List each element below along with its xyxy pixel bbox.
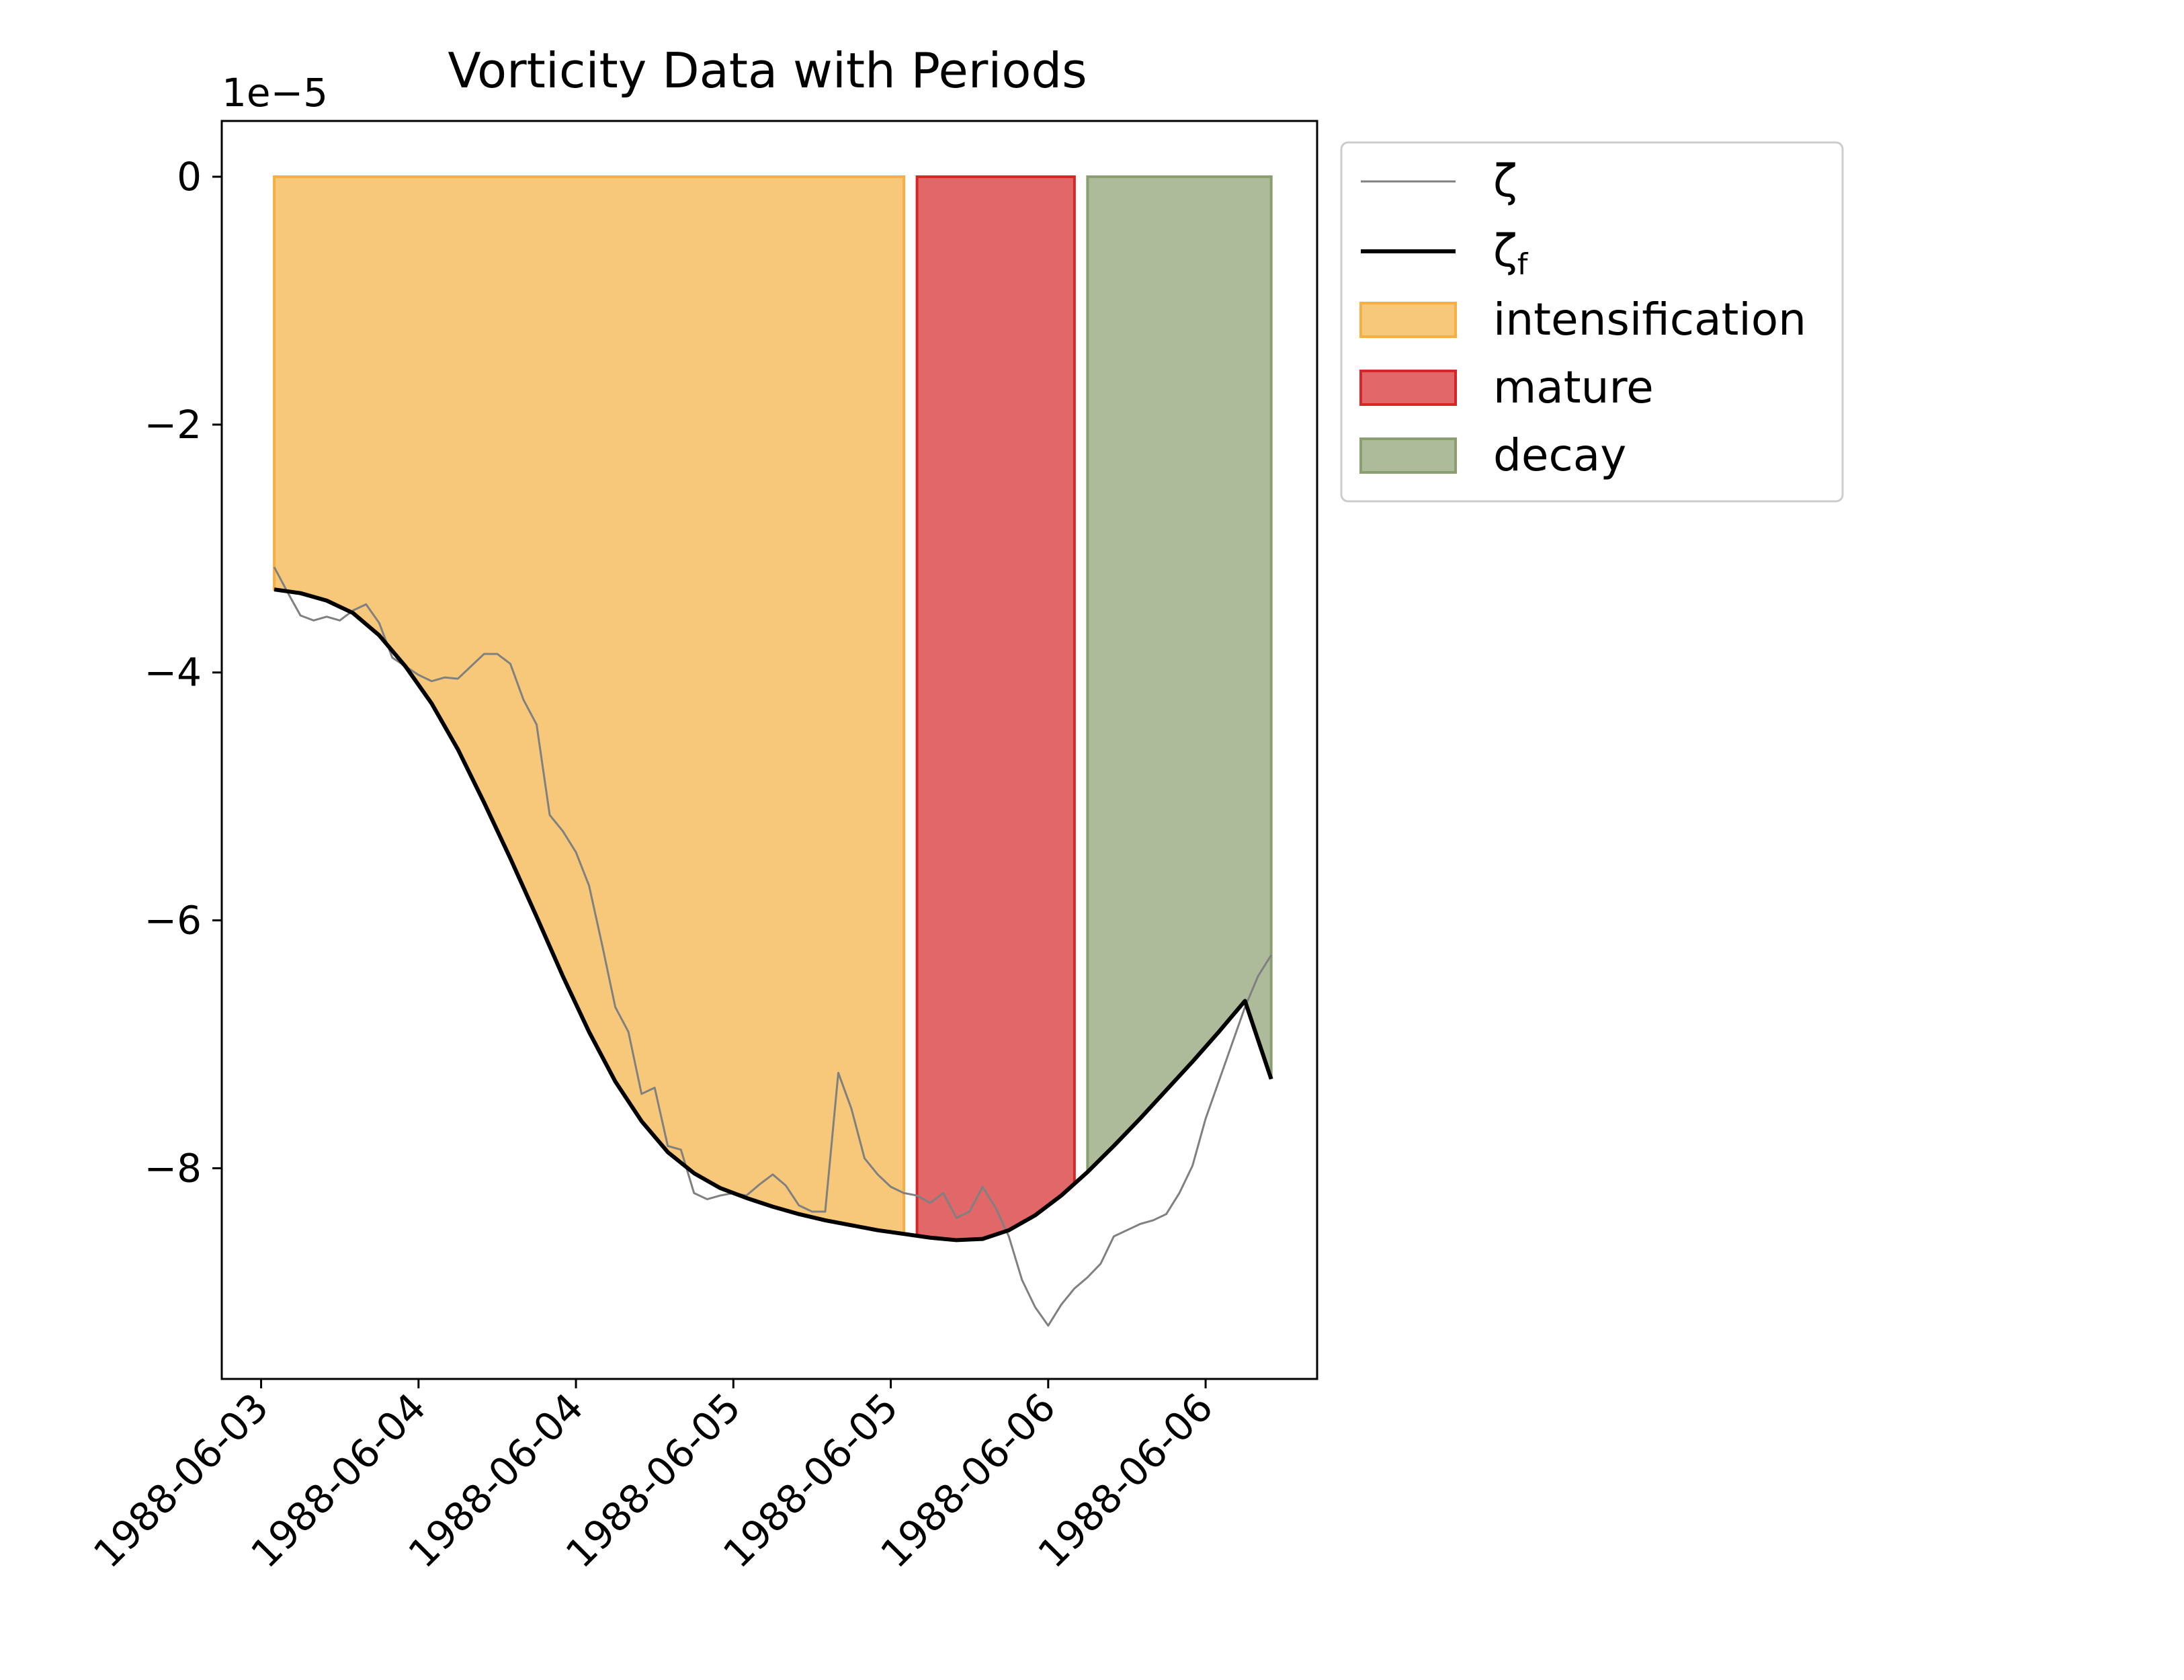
legend-label: mature bbox=[1493, 362, 1654, 413]
legend-label: intensification bbox=[1493, 294, 1806, 345]
zeta-raw-line bbox=[273, 566, 1272, 1327]
plot-frame bbox=[220, 120, 1318, 1380]
period-fill-mature bbox=[915, 175, 1076, 1242]
chart-title: Vorticity Data with Periods bbox=[448, 42, 1087, 99]
legend-label: ζ bbox=[1493, 155, 1517, 207]
zeta-filtered-line bbox=[274, 587, 1273, 1243]
y-tick-label: −8 bbox=[144, 1145, 202, 1191]
y-tick-label: −2 bbox=[144, 402, 202, 448]
y-tick-label: −6 bbox=[144, 898, 202, 943]
legend-label: decay bbox=[1493, 429, 1626, 481]
legend-swatch-mature bbox=[1359, 370, 1457, 406]
legend-box bbox=[1340, 141, 1844, 503]
legend-swatch-intensification bbox=[1359, 302, 1457, 338]
y-tick-label: 0 bbox=[177, 154, 202, 200]
legend-swatch-decay bbox=[1359, 437, 1457, 474]
y-scale-label: 1e−5 bbox=[222, 70, 328, 116]
y-tick-label: −4 bbox=[144, 650, 202, 696]
